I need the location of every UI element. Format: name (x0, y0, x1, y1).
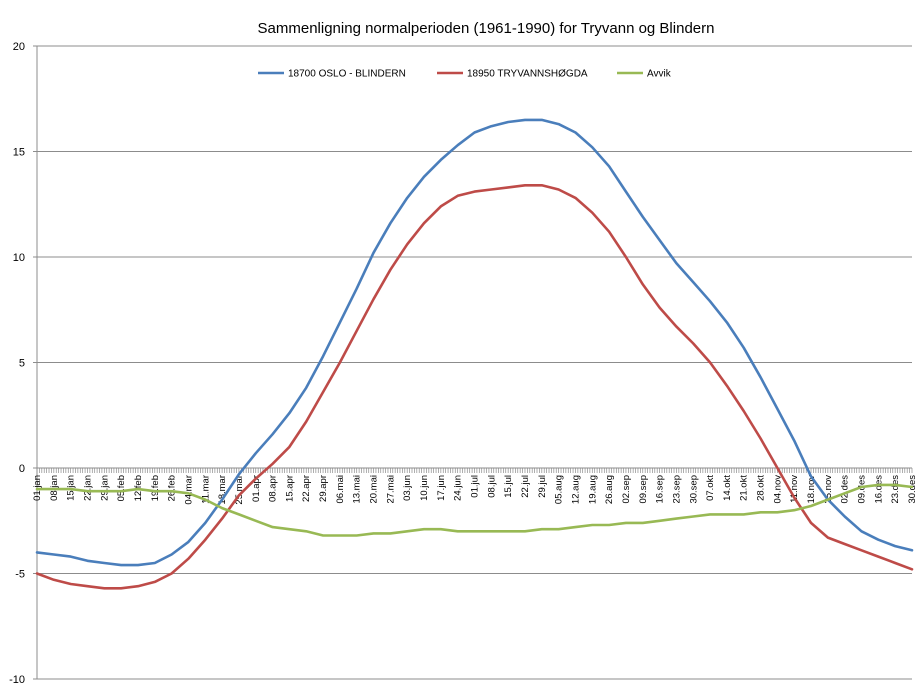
x-tick-label: 22.apr (301, 475, 312, 502)
x-tick-label: 25.nov (823, 475, 834, 504)
x-tick-label: 02.des (840, 475, 851, 504)
grid-lines (37, 45, 912, 680)
series-line (35, 483, 914, 537)
legend: 18700 OSLO - BLINDERN 18950 TRYVANNSHØGDA… (258, 69, 672, 80)
x-tick-label: 23.sep (671, 475, 682, 504)
x-tick-label: 16.sep (655, 475, 666, 504)
x-tick-label: 17.jun (436, 475, 447, 501)
x-tick-label: 29.apr (318, 475, 329, 502)
x-tick-label: 24.jun (453, 475, 464, 501)
x-tick-label: 04.nov (772, 475, 783, 504)
x-tick-label: 18.nov (806, 475, 817, 504)
x-tick-label: 01.apr (251, 475, 262, 502)
series-line (35, 184, 914, 590)
x-tick-label: 26.aug (604, 475, 615, 504)
y-tick-label: 15 (13, 147, 25, 159)
x-tick-label: 23.des (890, 475, 901, 504)
y-axis-ticks: -10 -5 0 5 10 15 20 (9, 41, 37, 686)
y-tick-label: 20 (13, 41, 25, 53)
x-tick-label: 14.okt (722, 475, 733, 501)
x-tick-label: 29.jul (537, 475, 548, 498)
x-axis-ticks: 01.jan 08.jan 15.jan 22.jan 29.jan 05.feb 12.f… (32, 468, 918, 505)
x-tick-label: 20.mai (369, 475, 380, 504)
series-line (35, 118, 914, 567)
x-tick-label: 15.apr (284, 475, 295, 502)
y-tick-label: 0 (19, 463, 25, 475)
x-tick-label: 19.feb (150, 475, 161, 501)
x-tick-label: 21.okt (739, 475, 750, 501)
y-tick-label: -10 (9, 674, 25, 686)
x-tick-label: 30.sep (688, 475, 699, 504)
x-tick-label: 01.jul (470, 475, 481, 498)
x-tick-label: 18.mar (217, 475, 228, 505)
x-tick-label: 12.aug (570, 475, 581, 504)
x-tick-label: 05.aug (554, 475, 565, 504)
x-tick-label: 30.des (907, 475, 918, 504)
y-tick-label: 10 (13, 252, 25, 264)
x-tick-label: 16.des (873, 475, 884, 504)
x-tick-label: 11.nov (789, 475, 800, 503)
x-tick-label: 05.feb (116, 475, 127, 501)
legend-label: 18950 TRYVANNSHØGDA (467, 69, 588, 80)
chart-title: Sammenligning normalperioden (1961-1990)… (258, 20, 715, 37)
x-tick-label: 29.jan (99, 475, 110, 501)
y-tick-label: -5 (15, 569, 25, 581)
x-tick-label: 03.jun (402, 475, 413, 501)
x-tick-label: 19.aug (587, 475, 598, 504)
x-tick-label: 08.apr (268, 475, 279, 502)
x-tick-label: 22.jul (520, 475, 531, 498)
x-tick-label: 28.okt (756, 475, 767, 501)
x-tick-label: 07.okt (705, 475, 716, 501)
x-tick-label: 15.jul (503, 475, 514, 498)
series-lines (35, 118, 914, 590)
x-tick-label: 22.jan (82, 475, 93, 501)
x-tick-label: 06.mai (335, 475, 346, 504)
x-tick-label: 09.sep (638, 475, 649, 504)
x-tick-label: 11.mar (200, 475, 211, 504)
x-tick-label: 27.mai (385, 475, 396, 504)
x-tick-label: 02.sep (621, 475, 632, 504)
x-tick-label: 10.jun (419, 475, 430, 501)
x-tick-label: 08.jul (486, 475, 497, 498)
x-tick-label: 04.mar (183, 475, 194, 505)
y-tick-label: 5 (19, 358, 25, 370)
legend-label: Avvik (647, 69, 672, 80)
legend-label: 18700 OSLO - BLINDERN (288, 69, 406, 80)
x-tick-label: 13.mai (352, 475, 363, 504)
x-tick-label: 26.feb (167, 475, 178, 501)
x-tick-label: 09.des (857, 475, 868, 504)
x-tick-label: 25.mar (234, 475, 245, 505)
